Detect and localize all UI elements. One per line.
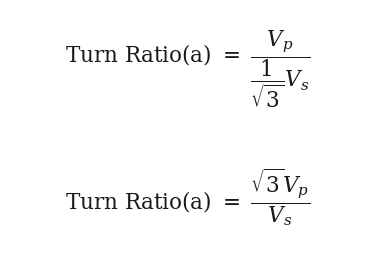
Text: $\mathrm{Turn\ Ratio(a)}\ =\ \dfrac{V_p}{\dfrac{1}{\sqrt{3}}V_s}$: $\mathrm{Turn\ Ratio(a)}\ =\ \dfrac{V_p}… [64, 29, 310, 110]
Text: $\mathrm{Turn\ Ratio(a)}\ =\ \dfrac{\sqrt{3}V_p}{V_s}$: $\mathrm{Turn\ Ratio(a)}\ =\ \dfrac{\sqr… [65, 167, 310, 229]
